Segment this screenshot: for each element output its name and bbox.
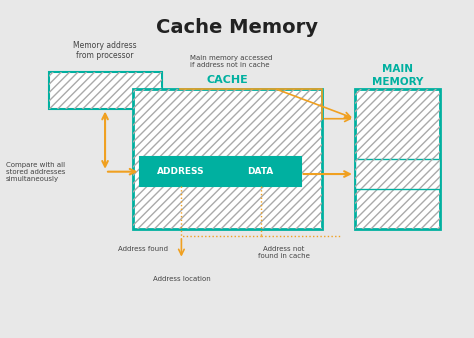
FancyBboxPatch shape xyxy=(355,89,439,230)
Text: ADDRESS: ADDRESS xyxy=(156,167,204,176)
Text: MAIN
MEMORY: MAIN MEMORY xyxy=(372,65,423,87)
Text: Cache Memory: Cache Memory xyxy=(156,18,318,37)
FancyBboxPatch shape xyxy=(220,157,301,186)
Text: Compare with all
stored addresses
simultaneously: Compare with all stored addresses simult… xyxy=(6,162,65,182)
Text: Address found: Address found xyxy=(118,246,168,252)
FancyBboxPatch shape xyxy=(140,157,220,186)
Text: Address not
found in cache: Address not found in cache xyxy=(258,246,310,259)
Text: Memory address
from processor: Memory address from processor xyxy=(73,41,137,60)
FancyBboxPatch shape xyxy=(355,159,439,189)
FancyBboxPatch shape xyxy=(48,72,162,108)
Text: CACHE: CACHE xyxy=(207,75,248,85)
Text: DATA: DATA xyxy=(247,167,273,176)
FancyBboxPatch shape xyxy=(133,89,322,230)
Text: Address location: Address location xyxy=(153,276,210,282)
Text: Main memory accessed
if address not in cache: Main memory accessed if address not in c… xyxy=(190,55,272,68)
